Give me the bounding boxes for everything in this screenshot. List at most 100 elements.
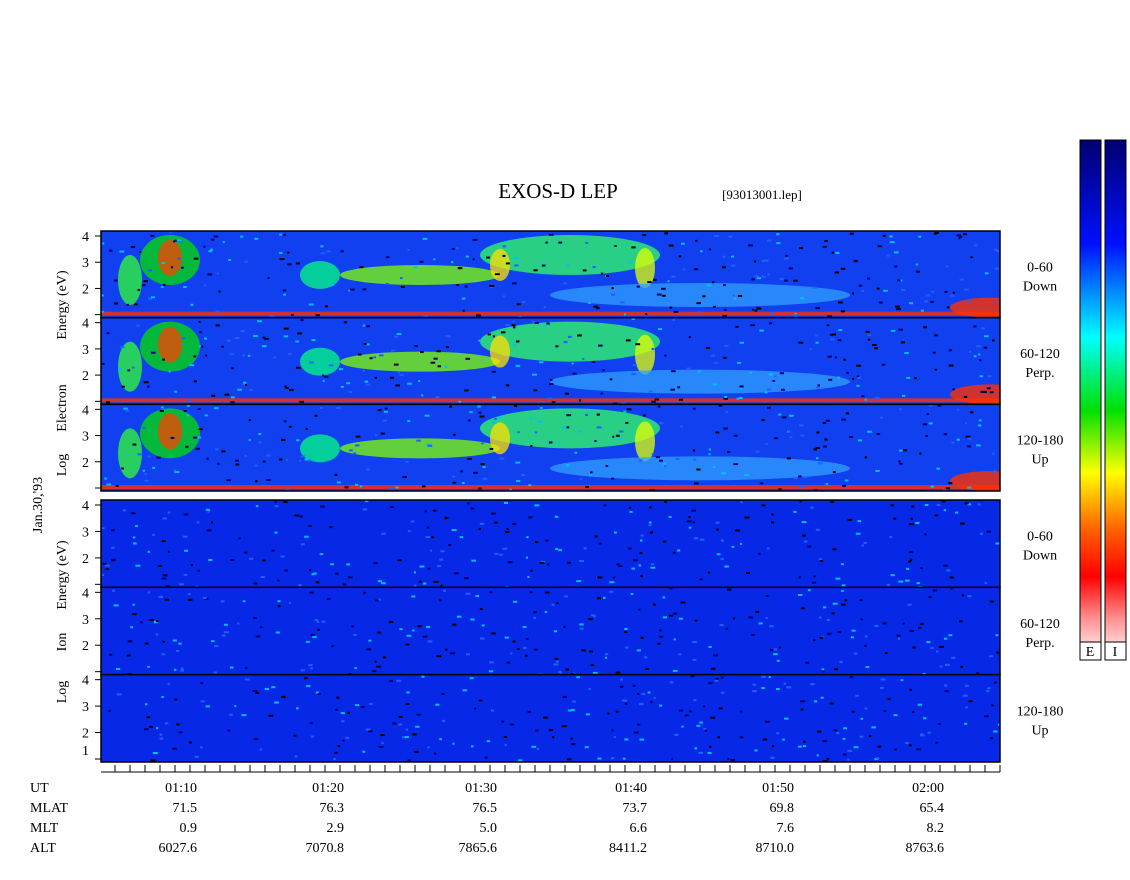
noise [279,458,283,461]
noise [826,757,830,760]
low-energy-band [101,485,1000,489]
noise [648,521,652,524]
noise [227,729,231,732]
noise [603,504,607,507]
noise [696,724,701,727]
noise [655,456,661,459]
noise [262,336,266,339]
noise [298,584,302,587]
noise [932,589,937,592]
blob [300,434,340,463]
noise [900,341,905,344]
noise [714,679,719,682]
noise [948,482,953,485]
noise [793,477,798,480]
noise [636,649,641,652]
noise [220,600,225,603]
noise [841,584,846,587]
noise [680,601,686,604]
noise [360,706,365,709]
noise [839,661,843,664]
noise [531,320,536,323]
noise [579,627,584,630]
noise [605,465,609,468]
noise [905,579,910,582]
orbit-value: 73.7 [623,801,648,816]
noise [721,472,727,475]
noise [377,580,382,583]
noise [333,758,336,761]
noise [759,329,764,332]
noise [529,591,533,594]
noise [802,476,808,479]
spectrogram-panel [101,317,1000,405]
noise [944,690,949,693]
noise [229,713,233,716]
noise [336,481,341,484]
noise [995,542,1000,545]
noise [738,397,743,400]
noise [183,285,187,288]
noise [692,521,696,524]
noise [435,396,440,399]
noise [456,615,462,618]
noise [162,517,167,520]
noise [751,278,755,281]
noise [324,305,328,308]
noise [857,376,862,379]
noise [553,663,559,666]
noise [882,234,886,237]
noise [785,254,788,257]
noise [727,757,730,760]
noise [987,375,992,378]
noise [389,680,394,683]
noise [633,731,639,734]
noise [489,661,494,664]
noise [369,357,373,360]
noise [727,588,732,591]
noise [126,673,132,675]
noise [934,334,938,337]
noise [142,426,146,429]
noise [757,552,761,555]
noise [798,594,803,597]
noise [692,449,696,452]
noise [966,300,970,303]
noise [185,445,189,448]
noise [132,536,136,539]
noise [172,639,177,642]
noise [917,626,922,629]
noise [624,738,629,741]
noise [570,743,576,746]
noise [198,345,201,348]
noise [197,569,201,572]
noise [561,426,567,429]
panel-range: 60-120 [1020,347,1060,362]
noise [553,630,558,633]
noise [572,700,576,703]
noise [986,387,991,390]
noise [640,575,643,578]
noise [632,684,636,687]
noise [826,324,830,327]
noise [816,386,820,389]
noise [853,746,859,749]
noise [464,389,469,392]
noise [631,246,636,249]
colorbar-label-box [1079,641,1102,661]
noise [162,358,165,361]
noise [253,334,258,337]
noise [150,351,156,354]
noise [439,738,442,741]
noise [589,474,592,477]
noise [147,550,150,553]
noise [487,333,491,336]
noise [551,603,555,606]
noise [731,255,735,258]
noise [715,431,720,434]
noise [244,454,247,457]
noise [694,619,698,622]
noise [713,654,719,657]
noise [663,540,667,543]
noise [700,250,703,253]
